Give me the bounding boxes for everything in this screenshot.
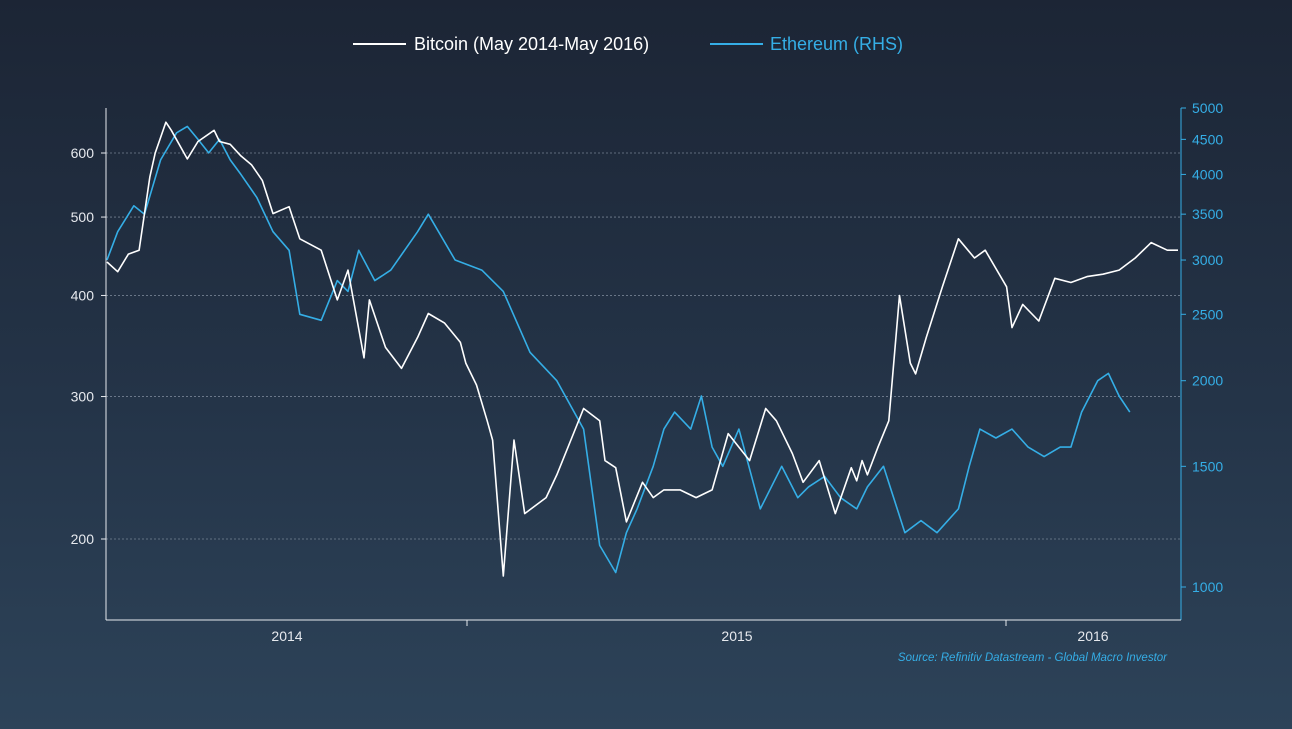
- y-right-tick-label: 5000: [1192, 100, 1223, 116]
- series-layer: [106, 121, 1178, 577]
- legend-label-ethereum: Ethereum (RHS): [770, 34, 903, 54]
- legend-label-bitcoin: Bitcoin (May 2014-May 2016): [414, 34, 649, 54]
- y-right-tick-label: 4500: [1192, 131, 1223, 147]
- legend: Bitcoin (May 2014-May 2016) Ethereum (RH…: [353, 34, 903, 54]
- y-left-tick-label: 600: [71, 145, 95, 161]
- y-right-tick-label: 2000: [1192, 373, 1223, 389]
- x-tick-label: 2016: [1077, 628, 1108, 644]
- y-left-tick-label: 300: [71, 389, 95, 405]
- y-right-tick-label: 3500: [1192, 206, 1223, 222]
- ethereum-series-line: [106, 125, 1131, 574]
- y-right-tick-label: 1000: [1192, 579, 1223, 595]
- y-right-tick-label: 1500: [1192, 458, 1223, 474]
- x-tick-labels: 2014 2015 2016: [271, 628, 1108, 644]
- axis-ticks: 200 300 400 500 600 1000 1500 2000 2500 3000 3500 4…: [71, 100, 1224, 595]
- gridlines: [106, 152, 1181, 540]
- x-tick-label: 2014: [271, 628, 302, 644]
- bitcoin-series-line: [106, 121, 1178, 577]
- y-right-tick-label: 2500: [1192, 306, 1223, 322]
- source-note: Source: Refinitiv Datastream - Global Ma…: [898, 652, 1168, 664]
- y-right-tick-label: 4000: [1192, 166, 1223, 182]
- x-tick-label: 2015: [721, 628, 752, 644]
- y-left-tick-label: 400: [71, 287, 95, 303]
- y-right-tick-label: 3000: [1192, 252, 1223, 268]
- y-left-tick-label: 500: [71, 209, 95, 225]
- y-left-tick-label: 200: [71, 531, 95, 547]
